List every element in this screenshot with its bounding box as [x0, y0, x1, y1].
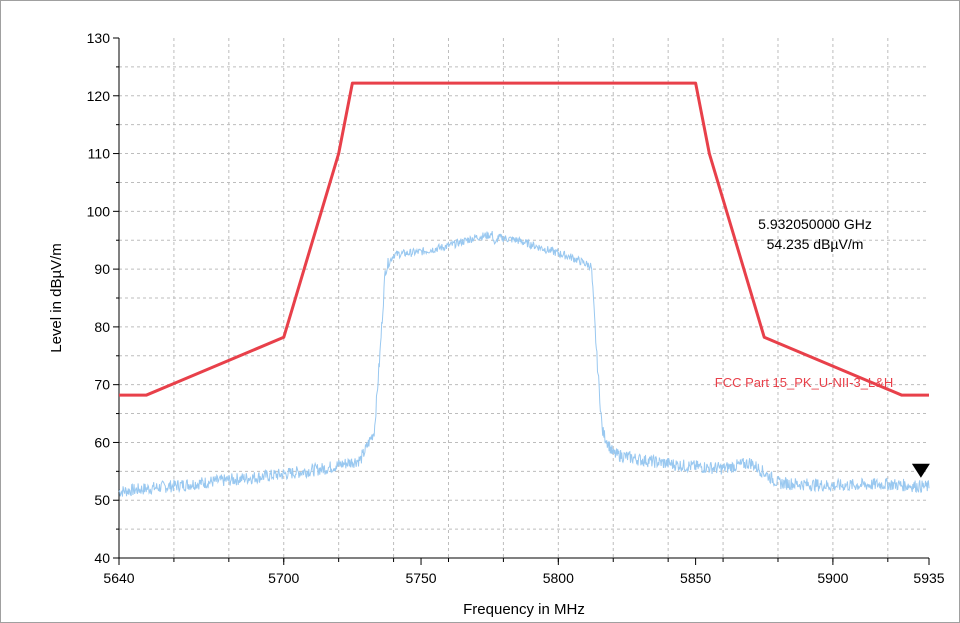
- x-tick-label: 5700: [268, 570, 299, 586]
- measured-trace: [118, 231, 930, 497]
- y-tick-label: 90: [94, 261, 110, 277]
- marker-triangle-icon[interactable]: [911, 463, 930, 478]
- x-tick-label: 5900: [817, 570, 848, 586]
- y-tick-label: 50: [94, 492, 110, 508]
- marker-level-readout: 54.235 dBµV/m: [767, 236, 864, 252]
- grid-lines: [119, 38, 929, 558]
- x-tick-label: 5800: [543, 570, 574, 586]
- y-tick-label: 130: [87, 30, 111, 46]
- series-group: [118, 81, 930, 497]
- y-tick-label: 70: [94, 377, 110, 393]
- x-tick-label: 5750: [405, 570, 436, 586]
- x-tick-label: 5640: [103, 570, 134, 586]
- limit-line-label: FCC Part 15_PK_U-NII-3_L&H: [715, 375, 893, 390]
- y-tick-label: 40: [94, 550, 110, 566]
- limit-line: [119, 81, 929, 397]
- x-tick-label: 5850: [680, 570, 711, 586]
- x-axis-title: Frequency in MHz: [463, 601, 585, 618]
- x-tick-label: 5935: [913, 570, 944, 586]
- y-tick-label: 110: [88, 146, 111, 162]
- axes: [113, 37, 930, 565]
- y-tick-label: 100: [87, 203, 111, 219]
- y-tick-label: 80: [94, 319, 110, 335]
- y-axis-title: Level in dBµV/m: [48, 243, 65, 353]
- tick-labels: 40 50 60 70 80 90 100 110 120 130 5640 5700 5750 5800…: [87, 30, 945, 586]
- y-tick-label: 60: [94, 434, 110, 450]
- marker-frequency-readout: 5.932050000 GHz: [758, 216, 872, 232]
- y-tick-label: 120: [87, 88, 111, 104]
